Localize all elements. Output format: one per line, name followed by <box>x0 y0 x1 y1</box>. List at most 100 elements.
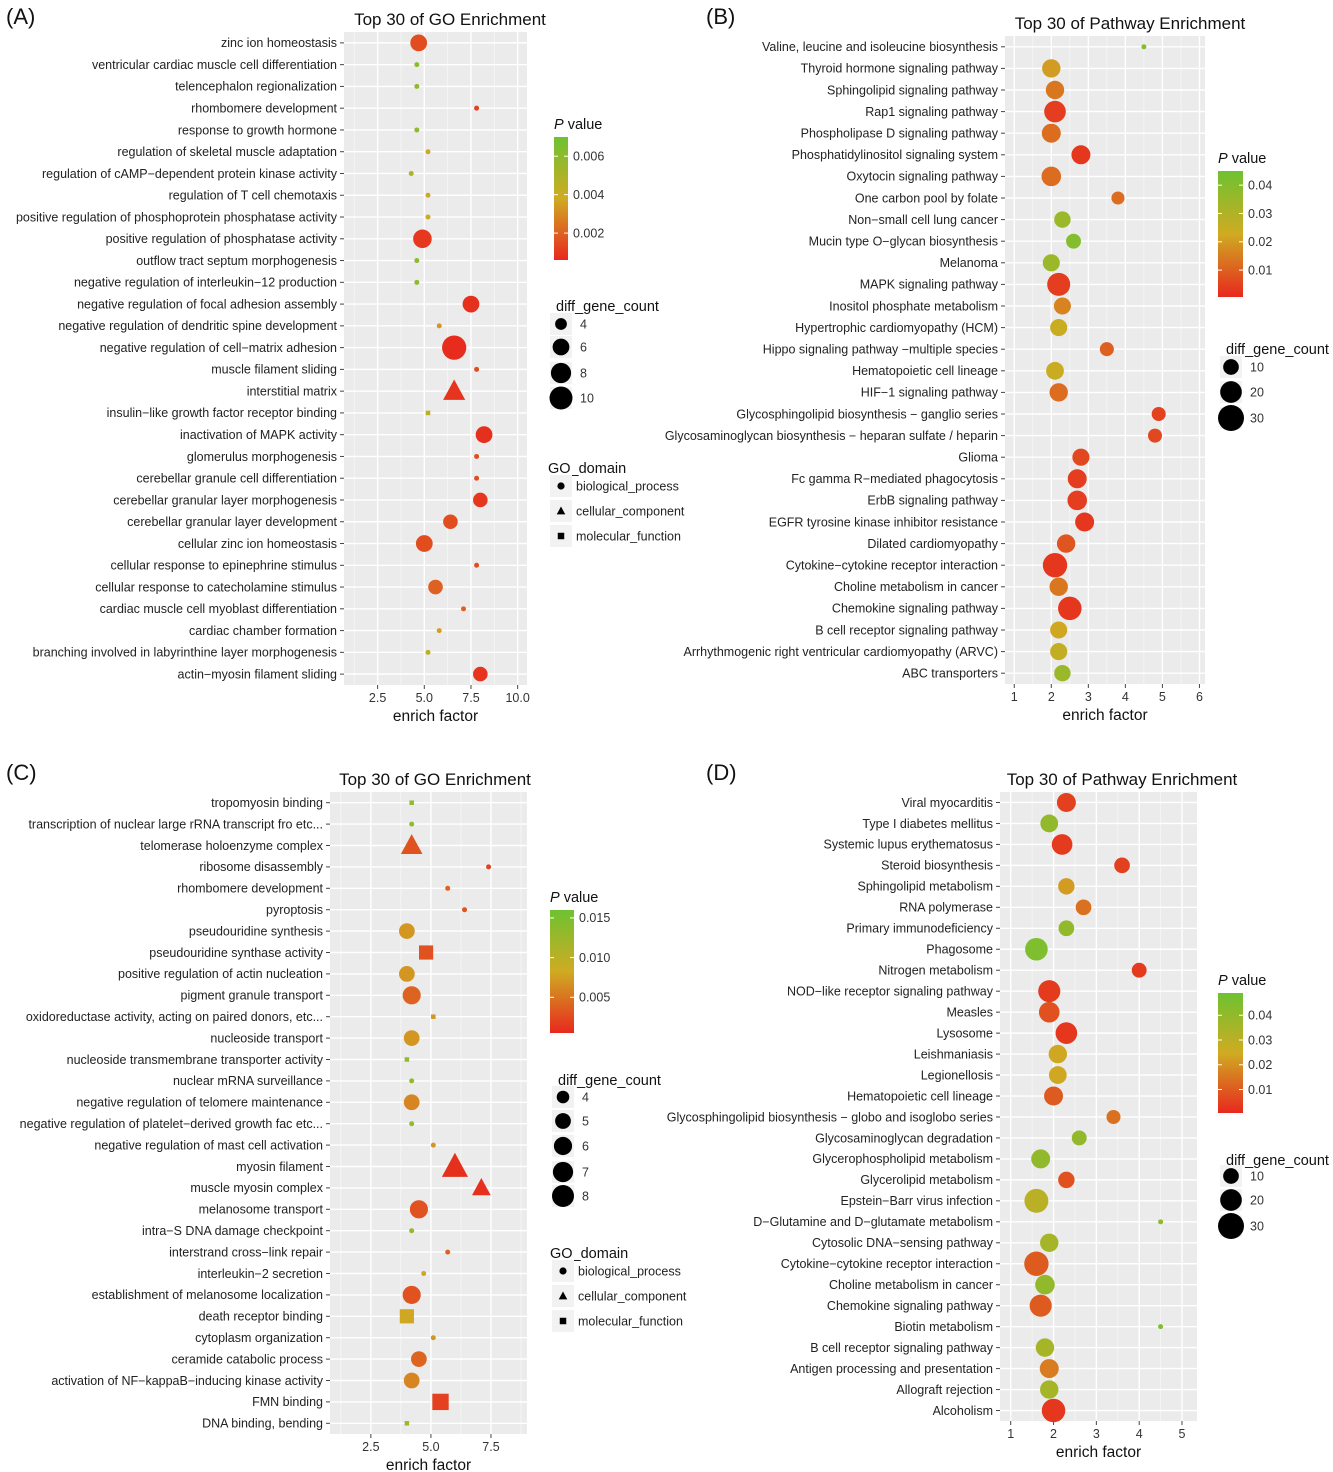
data-point <box>399 1309 414 1324</box>
y-tick-label: branching involved in labyrinthine layer… <box>33 646 337 660</box>
size-legend-label: 20 <box>1250 1193 1264 1207</box>
data-point <box>1054 664 1071 682</box>
y-tick-label: DNA binding, bending <box>202 1417 323 1431</box>
data-point <box>430 1142 436 1148</box>
size-legend-key <box>555 318 567 330</box>
data-point <box>1041 123 1061 143</box>
y-tick-label: muscle filament sliding <box>211 363 337 377</box>
y-tick-label: Rap1 signaling pathway <box>865 105 998 119</box>
color-bar <box>550 910 574 1033</box>
data-point <box>436 323 442 329</box>
data-point <box>474 453 480 459</box>
data-point <box>1151 406 1166 422</box>
color-bar <box>1218 993 1243 1113</box>
data-point <box>425 149 431 155</box>
color-legend-title-italic: P <box>550 890 560 906</box>
shape-legend-label: cellular_component <box>576 504 685 518</box>
shape-legend-key-circle <box>557 482 565 490</box>
y-tick-label: telomerase holoenzyme complex <box>140 839 323 853</box>
data-point <box>445 885 451 891</box>
grid <box>330 792 527 1434</box>
data-point <box>428 579 443 595</box>
y-tick-label: positive regulation of phosphatase activ… <box>106 232 338 246</box>
data-point <box>432 1393 449 1411</box>
y-tick-label: muscle myosin complex <box>190 1181 323 1195</box>
legend: P value 0.04 0.03 0.02 0.01 diff_gene_count 10… <box>1218 151 1329 431</box>
chart-title: Top 30 of Pathway Enrichment <box>1015 14 1246 33</box>
y-tick-label: positive regulation of phosphoprotein ph… <box>16 210 338 224</box>
y-tick-label: FMN binding <box>252 1395 323 1409</box>
x-tick-label: 2 <box>1048 690 1055 704</box>
data-point <box>1025 937 1048 961</box>
size-legend-key <box>552 1185 574 1207</box>
y-tick-label: Hippo signaling pathway −multiple specie… <box>763 343 998 357</box>
size-legend-key <box>553 1136 573 1156</box>
size-legend-label: 6 <box>580 340 587 354</box>
data-point <box>410 34 428 52</box>
data-point <box>1058 878 1075 895</box>
color-legend-title-rest: value <box>1228 151 1267 167</box>
data-point <box>431 1014 436 1019</box>
y-tick-label: Systemic lupus erythematosus <box>823 838 993 852</box>
size-legend-key <box>555 1113 571 1129</box>
y-tick-label: pseudouridine synthase activity <box>149 946 323 960</box>
data-point <box>402 986 421 1005</box>
data-point <box>474 562 480 568</box>
y-tick-label: Cytokine−cytokine receptor interaction <box>781 1257 993 1271</box>
y-tick-label: Sphingolipid metabolism <box>858 880 994 894</box>
data-point <box>414 258 420 264</box>
data-point <box>404 1057 410 1062</box>
y-tick-label: Melanoma <box>940 256 998 270</box>
plot-background <box>330 792 527 1434</box>
panel-b: (B) Top 30 of Pathway Enrichment Valine, l… <box>665 4 1329 724</box>
data-point <box>1035 1274 1055 1295</box>
data-point <box>409 821 415 827</box>
y-tick-label: Epstein−Barr virus infection <box>840 1194 993 1208</box>
data-point <box>475 426 493 444</box>
color-bar-tick-label: 0.005 <box>579 991 610 1005</box>
color-bar-tick-label: 0.04 <box>1248 178 1272 192</box>
data-point <box>411 1351 427 1367</box>
y-tick-label: Glycosphingolipid biosynthesis − globo a… <box>667 1110 993 1124</box>
data-point <box>1035 1338 1055 1357</box>
y-tick-label: One carbon pool by folate <box>855 191 998 205</box>
y-tick-label: Oxytocin signaling pathway <box>847 170 999 184</box>
size-legend-key <box>550 362 572 384</box>
color-bar-tick-label: 0.01 <box>1248 263 1272 277</box>
color-legend-title-rest: value <box>1228 973 1267 989</box>
data-points <box>1041 44 1166 682</box>
y-tick-label: cytoplasm organization <box>195 1331 323 1345</box>
y-tick-label: glomerulus morphogenesis <box>187 450 337 464</box>
size-legend-key <box>552 338 570 356</box>
y-tick-label: rhombomere development <box>191 101 337 115</box>
data-point <box>442 335 467 360</box>
y-tick-label: Hematopoietic cell lineage <box>852 364 998 378</box>
y-tick-label: Alcoholism <box>933 1404 993 1418</box>
data-point <box>1024 1188 1049 1213</box>
y-tick-label: telencephalon regionalization <box>175 80 337 94</box>
size-legend-key <box>1223 1168 1239 1184</box>
y-tick-label: negative regulation of dendritic spine d… <box>58 319 337 333</box>
data-point <box>400 834 423 855</box>
shape-legend-title: GO_domain <box>548 461 626 477</box>
y-tick-label: Viral myocarditis <box>902 796 993 810</box>
data-point <box>404 1421 410 1426</box>
y-tick-label: Measles <box>946 1005 993 1019</box>
y-tick-label: Chemokine signaling pathway <box>827 1299 994 1313</box>
y-tick-label: transcription of nuclear large rRNA tran… <box>28 817 323 831</box>
x-tick-label: 6 <box>1196 690 1203 704</box>
data-point <box>1024 1251 1049 1276</box>
data-point <box>1055 1022 1078 1044</box>
data-point <box>1056 534 1076 553</box>
y-tick-label: D−Glutamine and D−glutamate metabolism <box>753 1215 993 1229</box>
y-tick-label: rhombomere development <box>177 882 323 896</box>
grid <box>1000 792 1197 1421</box>
y-tick-label: HIF−1 signaling pathway <box>861 386 999 400</box>
x-tick-label: 3 <box>1085 690 1092 704</box>
x-tick-label: 5 <box>1159 690 1166 704</box>
size-legend-label: 30 <box>1250 1219 1264 1233</box>
y-tick-label: oxidoreductase activity, acting on paire… <box>26 1010 323 1024</box>
data-point <box>474 105 480 111</box>
y-tick-label: Steroid biosynthesis <box>881 859 993 873</box>
panel-a: (A) Top 30 of GO Enrichment zinc ion homeo… <box>6 4 685 725</box>
